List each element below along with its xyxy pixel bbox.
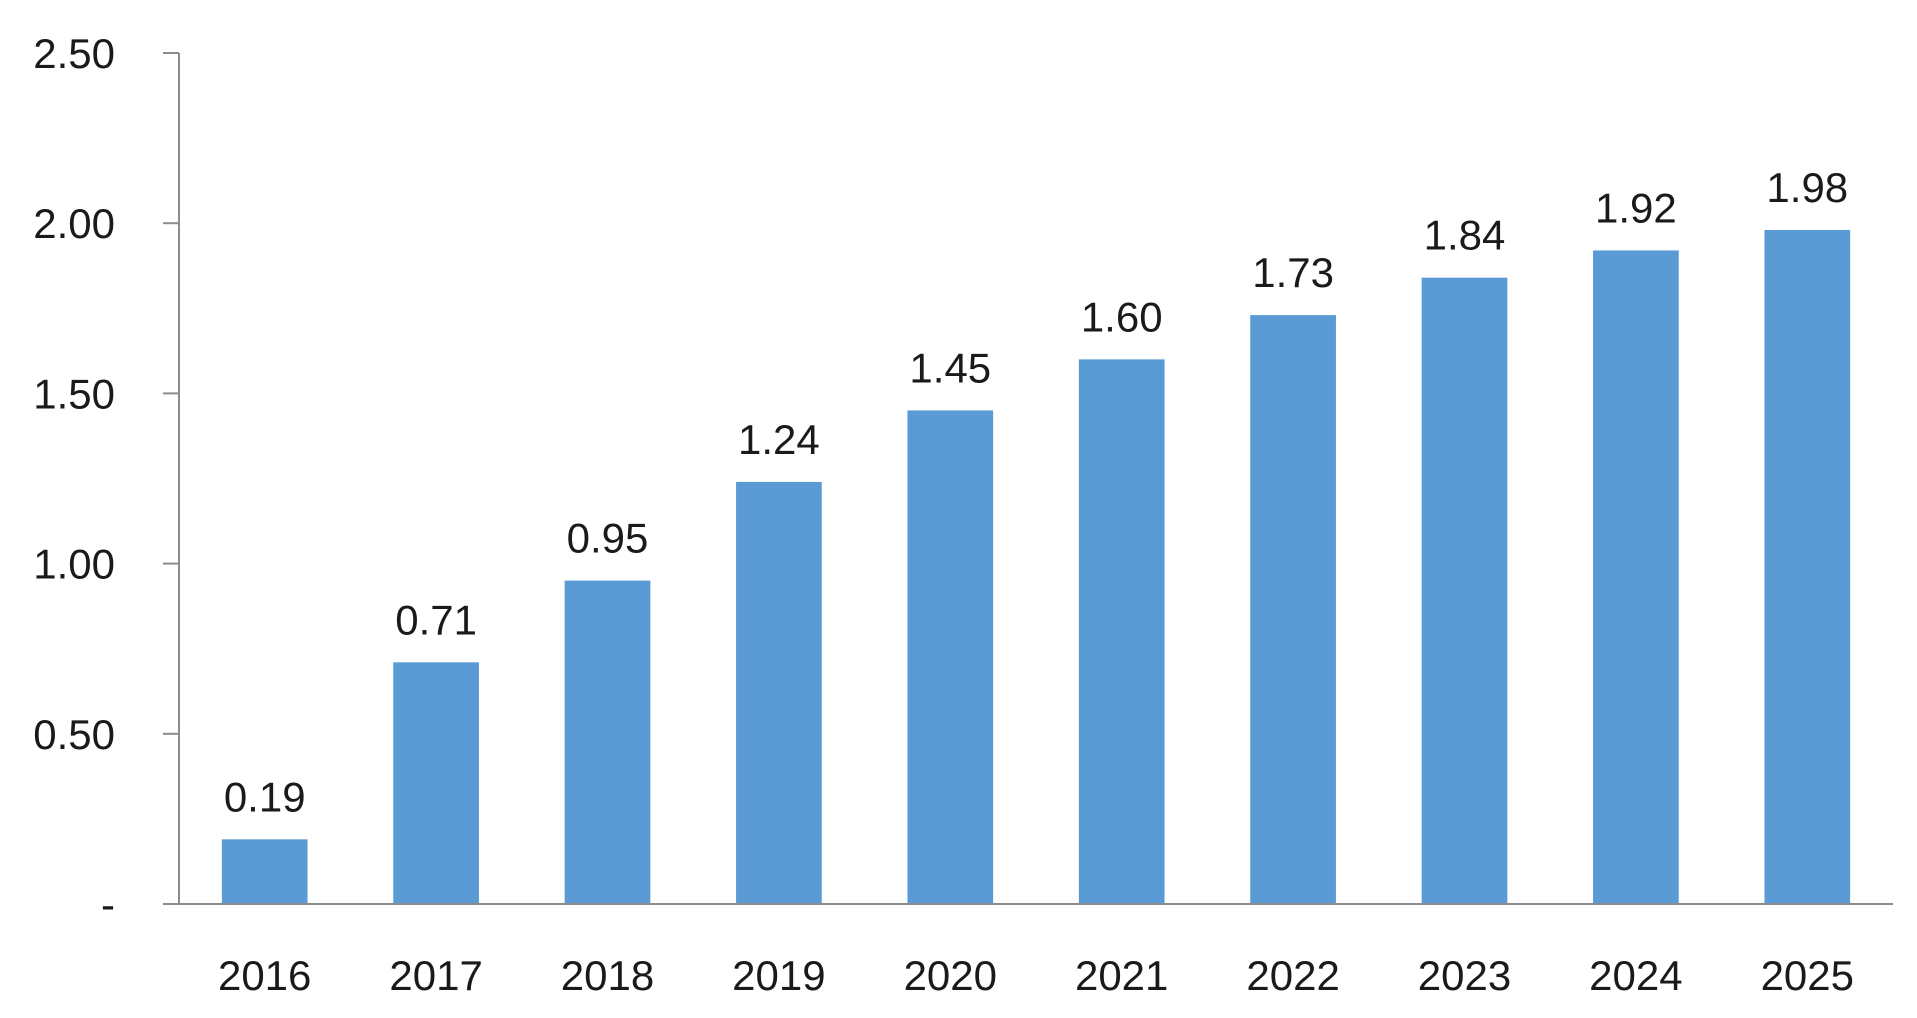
y-tick-label: 1.00: [33, 541, 115, 588]
x-tick-label-2020: 2020: [904, 952, 997, 999]
bar-2018: [564, 580, 651, 904]
data-label-2020: 1.45: [909, 344, 991, 391]
x-tick-label-2025: 2025: [1761, 952, 1854, 999]
y-tick-label: -: [101, 881, 115, 928]
x-tick-label-2021: 2021: [1075, 952, 1168, 999]
x-tick-label-2018: 2018: [561, 952, 654, 999]
y-tick-label: 1.50: [33, 370, 115, 417]
data-labels: 0.19 0.71 0.95 1.24 1.45 1.60 1.73 1.84 1.92 1.98: [224, 164, 1848, 820]
data-label-2025: 1.98: [1766, 164, 1848, 211]
data-label-2021: 1.60: [1081, 293, 1163, 340]
y-axis-ticks: - 0.50 1.00 1.50 2.00 2.50: [33, 30, 179, 928]
x-tick-label-2017: 2017: [389, 952, 482, 999]
bar-2017: [393, 662, 479, 904]
data-label-2024: 1.92: [1595, 184, 1677, 231]
bar-2024: [1593, 250, 1679, 904]
bar-2020: [907, 410, 994, 904]
axes: [178, 53, 1893, 905]
bar-2023: [1421, 277, 1508, 904]
bar-2021: [1078, 359, 1165, 904]
x-tick-label-2024: 2024: [1589, 952, 1682, 999]
bar-2022: [1250, 315, 1336, 904]
data-label-2017: 0.71: [395, 596, 477, 643]
data-label-2023: 1.84: [1424, 212, 1506, 259]
bar-2019: [736, 481, 822, 904]
x-tick-label-2019: 2019: [732, 952, 825, 999]
bars: [221, 230, 1851, 904]
x-tick-label-2023: 2023: [1418, 952, 1511, 999]
y-tick-label: 2.00: [33, 200, 115, 247]
x-tick-label-2016: 2016: [218, 952, 311, 999]
bar-2016: [221, 839, 308, 904]
data-label-2022: 1.73: [1252, 249, 1334, 296]
y-tick-label: 0.50: [33, 711, 115, 758]
x-tick-label-2022: 2022: [1246, 952, 1339, 999]
data-label-2018: 0.95: [567, 515, 649, 562]
y-tick-label: 2.50: [33, 30, 115, 77]
data-label-2019: 1.24: [738, 416, 820, 463]
x-axis-labels: 2016 2017 2018 2019 2020 2021 2022 2023 2024 2025: [218, 952, 1854, 999]
data-label-2016: 0.19: [224, 773, 306, 820]
bar-2025: [1764, 230, 1851, 904]
